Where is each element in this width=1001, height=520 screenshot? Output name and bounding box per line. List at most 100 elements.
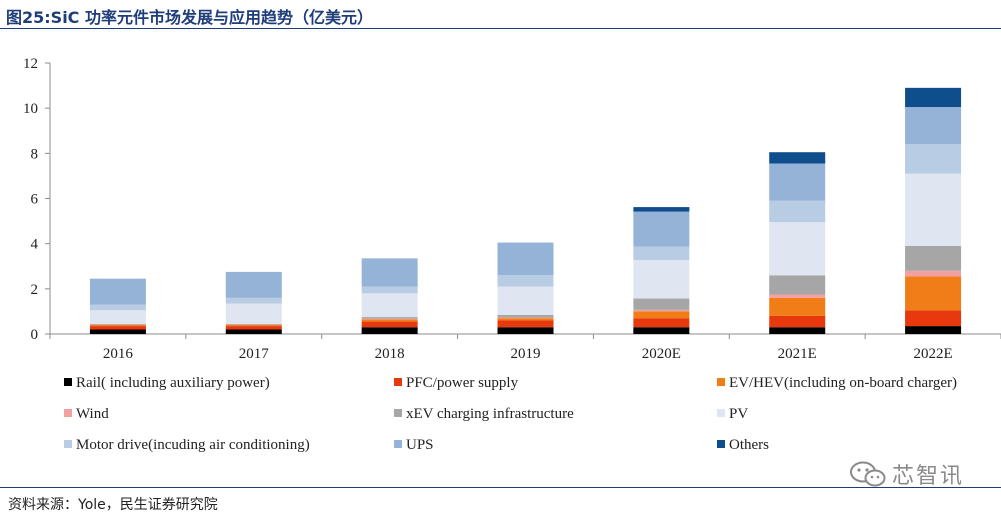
bar-segment (769, 222, 826, 276)
legend-label: Rail( including auxiliary power) (76, 375, 270, 391)
legend-swatch (64, 409, 72, 417)
bar-segment (633, 318, 690, 328)
x-tick-label: 2018 (375, 346, 405, 362)
legend-swatch (64, 378, 72, 386)
bar-segment (633, 309, 690, 312)
bar-segment (905, 276, 962, 311)
bar-segment (225, 324, 282, 327)
bar-segment (633, 207, 690, 212)
chart-legend: Rail( including auxiliary power) PFC/powe… (64, 372, 984, 468)
bar-segment (361, 321, 418, 328)
legend-swatch (394, 409, 402, 417)
legend-item: Motor drive(incuding air conditioning) (64, 437, 310, 454)
bar-segment (225, 271, 282, 298)
bar-segment (361, 318, 418, 320)
bar-segment (497, 275, 554, 287)
bar-segment (769, 152, 826, 164)
bar-segment (89, 329, 146, 334)
bar-segment (361, 293, 418, 318)
bar-segment (361, 319, 418, 322)
bar-segment (769, 163, 826, 201)
bar-segment (225, 326, 282, 330)
bar-segment (769, 315, 826, 328)
legend-label: UPS (406, 437, 434, 453)
x-tick-label: 2022E (913, 346, 952, 362)
bar-segment (89, 324, 146, 327)
bar-segment (225, 303, 282, 324)
bar-segment (905, 270, 962, 277)
y-tick-label: 4 (31, 237, 39, 253)
legend-item: UPS (394, 437, 434, 454)
bar-segment (89, 326, 146, 330)
bar-segment (633, 311, 690, 319)
bar-segment (361, 317, 418, 319)
bar-segment (225, 323, 282, 325)
bar-segment (89, 310, 146, 324)
bar-segment (633, 327, 690, 334)
legend-label: Others (729, 437, 769, 453)
bar-segment (225, 297, 282, 304)
title-divider (0, 28, 1001, 29)
y-tick-label: 8 (31, 146, 39, 162)
y-tick-label: 6 (31, 192, 39, 208)
bar-segment (905, 326, 962, 334)
legend-item: EV/HEV(including on-board charger) (717, 375, 957, 392)
bar-segment (633, 298, 690, 310)
bar-segment (769, 297, 826, 316)
bar-segment (225, 329, 282, 334)
y-tick-label: 2 (31, 282, 39, 298)
bar-segment (361, 327, 418, 334)
bar-segment (633, 260, 690, 299)
bar-segment (633, 246, 690, 261)
bar-segment (905, 245, 962, 271)
legend-item: PV (717, 406, 748, 423)
bar-segment (769, 200, 826, 223)
bar-segment (361, 286, 418, 294)
legend-swatch (717, 409, 725, 417)
bar-segment (89, 278, 146, 305)
bar-segment (497, 317, 554, 319)
wechat-icon (850, 461, 886, 487)
x-tick-label: 2019 (511, 346, 541, 362)
bar-segment (905, 107, 962, 145)
legend-label: PV (729, 406, 749, 422)
x-tick-label: 2017 (239, 346, 270, 362)
x-tick-label: 2020E (642, 346, 681, 362)
legend-swatch (394, 378, 402, 386)
bar-segment (89, 323, 146, 325)
legend-item: PFC/power supply (394, 375, 518, 392)
bar-segment (905, 144, 962, 174)
bar-segment (361, 258, 418, 287)
watermark: 芯智讯 (848, 458, 998, 489)
legend-swatch (717, 378, 725, 386)
footer-divider (0, 487, 1001, 488)
bar-segment (497, 318, 554, 321)
source-note: 资料来源：Yole，民生证券研究院 (8, 497, 218, 513)
legend-label: xEV charging infrastructure (406, 406, 574, 422)
legend-label: Wind (76, 406, 109, 422)
title-bar: 图25:SiC 功率元件市场发展与应用趋势（亿美元） (0, 0, 1001, 29)
bar-segment (905, 87, 962, 108)
bar-segment (769, 275, 826, 295)
y-tick-label: 12 (23, 56, 38, 72)
bar-segment (633, 211, 690, 247)
y-tick-label: 0 (31, 327, 39, 343)
bar-segment (905, 310, 962, 327)
y-tick-label: 10 (23, 101, 38, 117)
x-tick-label: 2021E (778, 346, 817, 362)
legend-swatch (64, 440, 72, 448)
bar-segment (497, 286, 554, 315)
legend-item: Wind (64, 406, 109, 423)
legend-label: Motor drive(incuding air conditioning) (76, 437, 310, 453)
bar-segment (497, 314, 554, 318)
page-title: 图25:SiC 功率元件市场发展与应用趋势（亿美元） (6, 8, 373, 27)
bar-segment (497, 327, 554, 334)
bar-segment (89, 304, 146, 311)
legend-label: PFC/power supply (406, 375, 519, 391)
legend-item: Others (717, 437, 769, 454)
bar-segment (497, 242, 554, 276)
bar-segment (905, 173, 962, 246)
bar-segment (769, 294, 826, 298)
legend-item: Rail( including auxiliary power) (64, 375, 270, 392)
bar-segment (769, 327, 826, 334)
